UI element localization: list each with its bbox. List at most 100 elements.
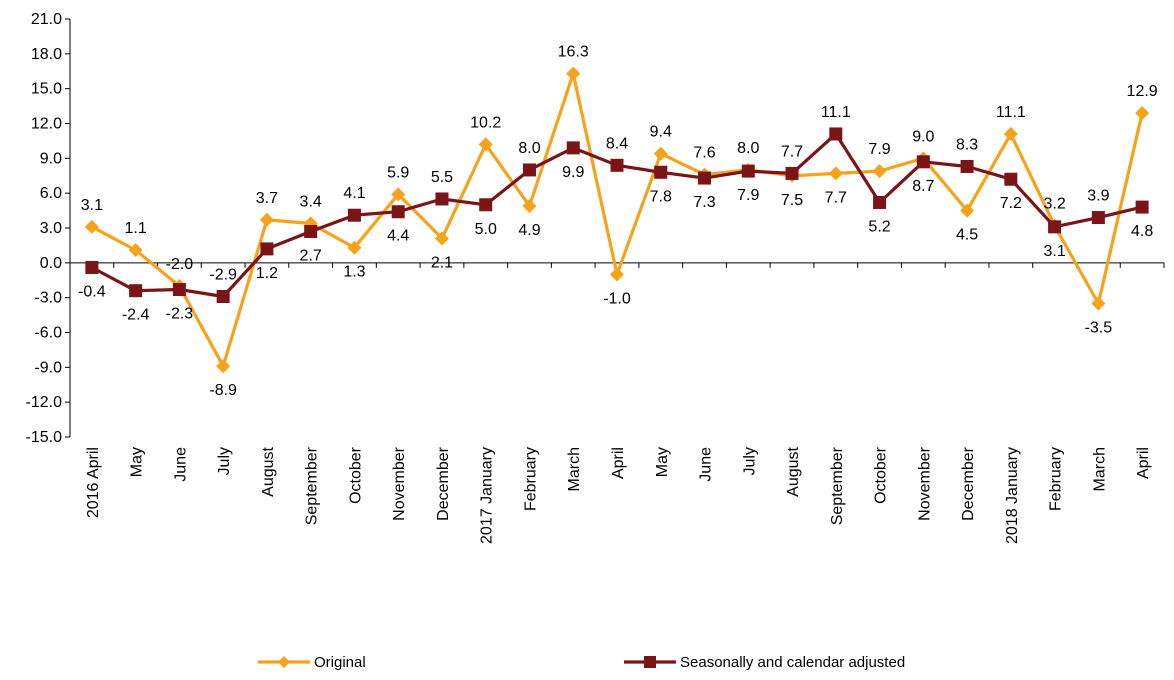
data-label: 7.7: [781, 143, 803, 160]
data-label: 3.9: [1087, 188, 1109, 205]
data-label: 7.9: [868, 141, 890, 158]
y-tick-label: 18.0: [31, 46, 62, 63]
x-tick-label: February: [522, 447, 539, 511]
x-tick-label: August: [785, 446, 802, 496]
adjusted-point: [1048, 220, 1062, 234]
adjusted-point: [304, 224, 318, 238]
original-point: [391, 187, 406, 202]
data-label: 9.0: [912, 128, 934, 145]
data-label: 1.3: [343, 264, 365, 281]
original-point: [1003, 126, 1018, 141]
y-tick-label: 9.0: [40, 150, 62, 167]
y-tick-label: 6.0: [40, 185, 62, 202]
data-label: 9.4: [650, 124, 672, 141]
data-label: 4.9: [518, 222, 540, 239]
data-label: 9.9: [562, 164, 584, 181]
y-tick-label: 0.0: [40, 255, 62, 272]
adjusted-point: [1091, 211, 1105, 225]
y-tick-label: 15.0: [31, 81, 62, 98]
data-label: 8.3: [956, 136, 978, 153]
x-tick-label: August: [260, 446, 277, 496]
data-label: 4.8: [1131, 223, 1153, 240]
data-label: -8.9: [209, 382, 237, 399]
x-tick-label: October: [347, 446, 364, 504]
data-label: 5.5: [431, 169, 453, 186]
y-tick-label: -6.0: [34, 325, 62, 342]
data-label: 5.0: [475, 221, 497, 238]
adjusted-point: [347, 208, 361, 222]
y-tick-label: -9.0: [34, 359, 62, 376]
original-point: [347, 240, 362, 255]
x-tick-label: September: [304, 446, 321, 525]
original-point: [128, 243, 143, 258]
data-label: -1.0: [603, 290, 631, 307]
data-label: -3.5: [1085, 319, 1113, 336]
data-label: 11.1: [821, 104, 851, 121]
adjusted-point: [610, 158, 624, 172]
original-point: [1091, 296, 1106, 311]
x-tick-label: November: [916, 446, 933, 520]
adjusted-point: [785, 166, 799, 180]
x-tick-label: March: [566, 447, 583, 491]
original-point: [653, 146, 668, 161]
data-label: -2.9: [209, 267, 237, 284]
data-label: 1.2: [256, 265, 278, 282]
adjusted-point: [829, 127, 843, 141]
data-label: 5.2: [868, 218, 890, 235]
adjusted-point: [960, 159, 974, 173]
data-label: 2.7: [300, 247, 322, 264]
x-tick-label: June: [172, 447, 189, 482]
original-point: [216, 359, 231, 374]
original-point: [610, 267, 624, 282]
original-point: [566, 66, 581, 81]
data-label: 12.9: [1127, 83, 1158, 100]
x-tick-label: July: [216, 447, 233, 475]
data-label: 11.1: [996, 104, 1026, 121]
x-tick-label: 2018 January: [1004, 447, 1021, 544]
x-tick-label: March: [1091, 447, 1108, 491]
data-label: 3.1: [1043, 243, 1065, 260]
series-markers: [84, 66, 1150, 374]
adjusted-point: [1004, 172, 1018, 186]
adjusted-point: [1135, 200, 1149, 214]
y-tick-label: -3.0: [34, 290, 62, 307]
x-tick-label: April: [1135, 447, 1152, 479]
original-point: [84, 219, 99, 234]
adjusted-point: [129, 284, 143, 298]
y-tick-label: 12.0: [31, 116, 62, 133]
adjusted-point: [522, 163, 536, 177]
adjusted-point: [216, 290, 230, 304]
legend-marker-square: [644, 656, 656, 668]
x-tick-label: December: [435, 446, 452, 520]
x-tick-label: December: [960, 446, 977, 520]
data-label: 4.1: [343, 185, 365, 202]
adjusted-point: [654, 165, 668, 179]
adjusted-point: [873, 195, 887, 209]
adjusted-point: [566, 141, 580, 155]
data-label: 7.6: [693, 145, 715, 162]
data-label: 8.0: [518, 140, 540, 157]
original-point: [960, 203, 975, 218]
data-label: 3.2: [1043, 196, 1065, 213]
data-label: 1.1: [125, 220, 147, 237]
y-tick-label: -12.0: [26, 394, 63, 411]
x-tick-label: 2017 January: [479, 447, 496, 544]
y-tick-label: 3.0: [40, 220, 62, 237]
data-label: 3.4: [300, 193, 322, 210]
adjusted-point: [172, 283, 186, 297]
data-label: 3.7: [256, 190, 278, 207]
data-label: -0.4: [78, 283, 106, 300]
adjusted-point: [916, 155, 930, 169]
legend-marker-diamond: [278, 656, 290, 668]
original-point: [434, 231, 449, 246]
x-tick-label: November: [391, 446, 408, 520]
x-tick-label: July: [741, 447, 758, 475]
series-line-original: [91, 71, 1144, 368]
x-tick-label: June: [698, 447, 715, 482]
data-label: 4.5: [956, 227, 978, 244]
original-point: [1135, 106, 1150, 121]
y-tick-label: -15.0: [26, 429, 63, 446]
data-label: 7.9: [737, 187, 759, 204]
